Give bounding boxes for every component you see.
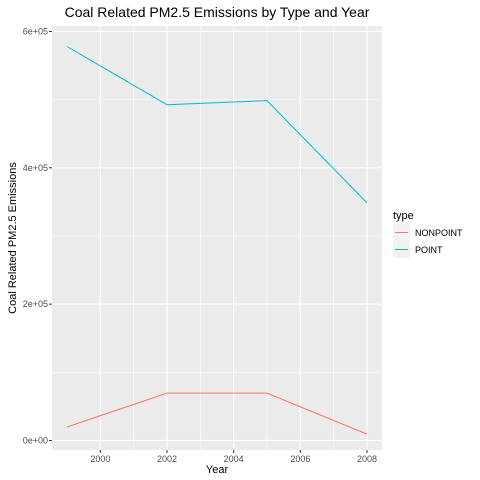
y-axis-ticks: 0e+00 2e+05 4e+05 6e+05 [23, 26, 52, 445]
y-tick-label: 4e+05 [23, 163, 48, 173]
plot-panel [52, 26, 382, 450]
y-tick-label: 0e+00 [23, 435, 48, 445]
y-tick-label: 2e+05 [23, 299, 48, 309]
legend-title: type [393, 210, 414, 222]
series-line-nonpoint [66, 392, 368, 435]
series-lines [66, 46, 368, 435]
x-axis-ticks: 2000 2002 2004 2006 2008 [90, 450, 377, 464]
x-tick-label: 2006 [290, 454, 310, 464]
x-tick-label: 2004 [224, 454, 244, 464]
minor-gridlines [52, 26, 382, 450]
chart-title: Coal Related PM2.5 Emissions by Type and… [65, 4, 370, 20]
x-tick-label: 2000 [90, 454, 110, 464]
legend-items: NONPOINT POINT [393, 224, 463, 258]
y-tick-label: 6e+05 [23, 26, 48, 36]
legend-label: POINT [415, 245, 443, 255]
major-gridlines [52, 26, 382, 450]
y-axis-label: Coal Related PM2.5 Emissions [7, 162, 19, 314]
legend: type NONPOINT POINT [393, 210, 463, 258]
legend-item-point: POINT [393, 241, 443, 258]
x-tick-label: 2008 [357, 454, 377, 464]
series-line-point [66, 46, 368, 204]
x-axis-label: Year [206, 464, 229, 476]
legend-label: NONPOINT [415, 228, 463, 238]
legend-item-nonpoint: NONPOINT [393, 224, 463, 241]
x-tick-label: 2002 [157, 454, 177, 464]
